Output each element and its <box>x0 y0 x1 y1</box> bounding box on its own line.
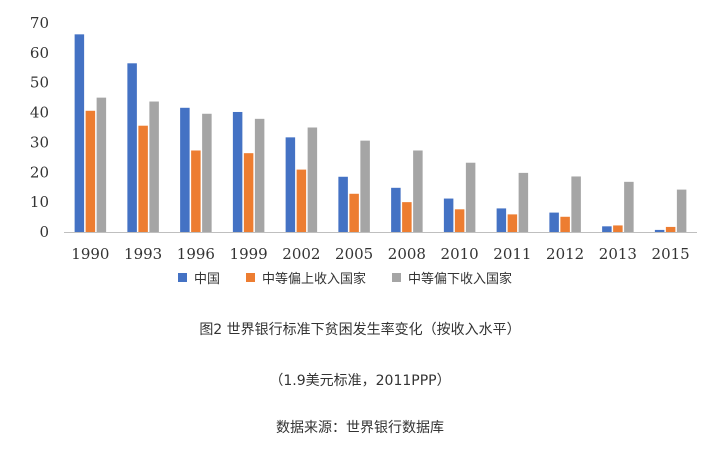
bar-group <box>74 34 687 233</box>
bar <box>402 202 412 232</box>
legend-swatch-lower-middle-income <box>392 273 402 282</box>
bar <box>465 162 476 232</box>
x-tick-label: 2012 <box>546 245 584 263</box>
figure-title: 图2 世界银行标准下贫困发生率变化（按收入水平） <box>199 322 521 338</box>
bar <box>560 216 570 232</box>
bar <box>391 187 401 232</box>
bar <box>349 193 359 232</box>
y-tick-label: 50 <box>30 74 49 92</box>
bar <box>149 101 159 232</box>
x-tick-label: 2008 <box>388 245 426 263</box>
x-tick-label: 2005 <box>335 245 373 263</box>
bar <box>254 118 265 232</box>
legend-item-lower-middle-income: 中等偏下收入国家 <box>392 268 512 287</box>
bar <box>676 189 687 232</box>
legend-label-upper-middle-income: 中等偏上收入国家 <box>262 272 367 287</box>
figure-source: 数据来源：世界银行数据库 <box>276 420 444 436</box>
bar <box>454 209 465 232</box>
y-tick-label: 40 <box>30 104 49 122</box>
bar <box>243 153 254 232</box>
x-tick-label: 2013 <box>599 245 637 263</box>
y-tick-label: 0 <box>39 223 49 241</box>
bar <box>127 63 137 232</box>
bar <box>202 113 212 232</box>
bar <box>507 214 518 232</box>
bar <box>496 208 507 232</box>
bar <box>180 107 190 232</box>
y-tick-label: 20 <box>30 163 49 181</box>
bar <box>518 172 529 232</box>
y-axis-ticks: 0 10 20 30 40 50 60 70 <box>30 14 49 241</box>
bar <box>360 140 370 232</box>
x-tick-label: 1990 <box>71 245 109 263</box>
figure-subtitle: （1.9美元标准，2011PPP） <box>269 373 451 389</box>
bar <box>602 226 612 232</box>
bar <box>338 176 348 232</box>
bar <box>138 125 148 232</box>
legend-swatch-upper-middle-income <box>246 273 256 282</box>
x-tick-label: 1999 <box>230 245 268 263</box>
bar <box>191 150 201 232</box>
bar <box>549 212 559 232</box>
bar <box>96 97 107 233</box>
legend-label-china: 中国 <box>194 272 221 287</box>
bar <box>232 111 243 232</box>
x-tick-label: 2011 <box>493 245 531 263</box>
legend-item-china: 中国 <box>178 268 220 287</box>
legend-swatch-china <box>178 273 187 282</box>
bar <box>413 150 423 232</box>
y-tick-label: 60 <box>30 44 49 62</box>
chart-legend: 中国 中等偏上收入国家 中等偏下收入国家 <box>178 268 512 287</box>
bar <box>85 110 96 232</box>
y-tick-label: 30 <box>30 133 49 151</box>
x-tick-label: 1996 <box>177 245 215 263</box>
bar <box>665 226 676 232</box>
legend-label-lower-middle-income: 中等偏下收入国家 <box>408 272 513 287</box>
bar <box>654 229 665 232</box>
legend-item-upper-middle-income: 中等偏上收入国家 <box>246 268 366 287</box>
x-tick-label: 2002 <box>282 245 320 263</box>
bar <box>443 198 454 232</box>
bar-chart: 0 10 20 30 40 50 60 70 1990 1993 1996 1999 2002 2005… <box>30 14 697 263</box>
bar <box>613 225 623 232</box>
x-tick-label: 1993 <box>124 245 162 263</box>
bar <box>307 127 318 232</box>
x-tick-label: 2015 <box>652 245 690 263</box>
bar <box>74 34 85 232</box>
bar <box>624 181 634 232</box>
x-tick-label: 2010 <box>441 245 479 263</box>
y-tick-label: 10 <box>30 193 49 211</box>
x-axis-ticks: 1990 1993 1996 1999 2002 2005 2008 2010 2011 2012… <box>71 245 689 263</box>
bar <box>296 169 307 232</box>
bar <box>285 137 296 232</box>
bar <box>571 176 581 232</box>
y-tick-label: 70 <box>30 14 49 32</box>
